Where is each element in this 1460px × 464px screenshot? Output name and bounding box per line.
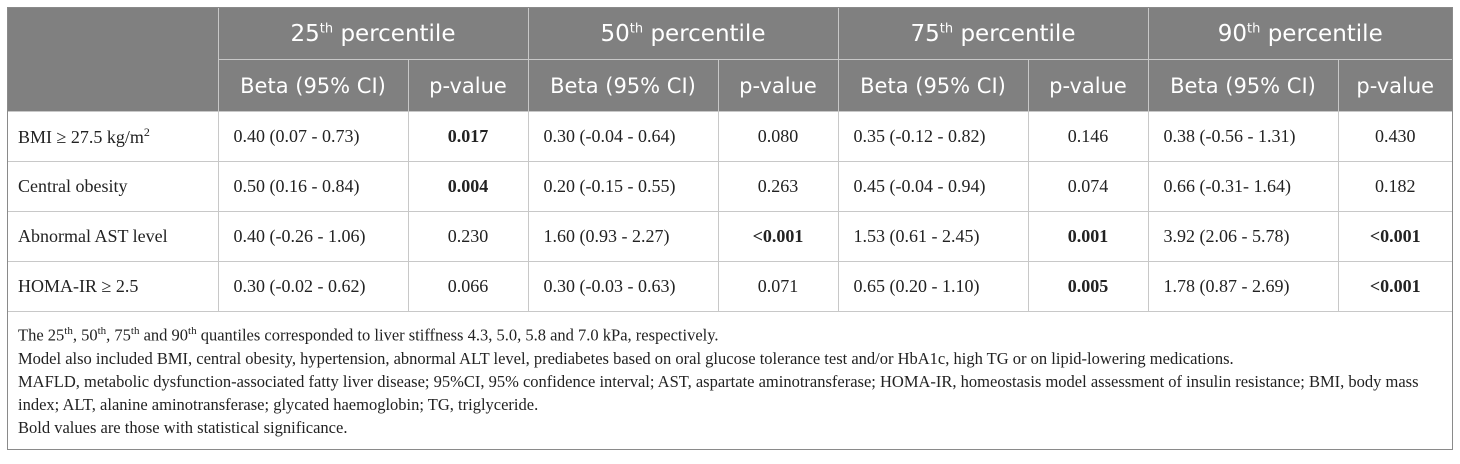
footnote-abbreviations: MAFLD, metabolic dysfunction-associated … <box>18 371 1419 414</box>
pvalue-cell: 0.017 <box>408 111 529 162</box>
header-empty-cell <box>8 8 219 112</box>
table-row: BMI ≥ 27.5 kg/m2 0.40 (0.07 - 0.73) 0.01… <box>8 111 1452 162</box>
beta-cell: 0.30 (-0.04 - 0.64) <box>528 111 719 162</box>
pvalue-cell: 0.430 <box>1338 111 1452 162</box>
pvalue-cell: 0.230 <box>408 211 529 262</box>
header-row-columns: Beta (95% CI) p-value Beta (95% CI) p-va… <box>8 59 1452 112</box>
beta-cell: 0.35 (-0.12 - 0.82) <box>838 111 1029 162</box>
header-row-percentiles: 25th percentile 50th percentile 75th per… <box>8 8 1452 112</box>
header-percentile-90: 90th percentile <box>1148 8 1452 60</box>
header-pvalue-25: p-value <box>408 59 529 112</box>
beta-cell: 3.92 (2.06 - 5.78) <box>1148 211 1339 262</box>
footnote-bold-values: Bold values are those with statistical s… <box>18 417 348 437</box>
row-label: Abnormal AST level <box>8 211 219 262</box>
beta-cell: 0.30 (-0.02 - 0.62) <box>218 261 409 312</box>
pvalue-cell: 0.005 <box>1028 261 1149 312</box>
beta-cell: 0.30 (-0.03 - 0.63) <box>528 261 719 312</box>
footnote-quantiles: The 25th, 50th, 75th and 90th quantiles … <box>18 325 719 345</box>
beta-cell: 0.66 (-0.31- 1.64) <box>1148 161 1339 212</box>
footnote-model: Model also included BMI, central obesity… <box>18 348 1234 368</box>
pvalue-cell: 0.182 <box>1338 161 1452 212</box>
header-pvalue-50: p-value <box>718 59 839 112</box>
beta-cell: 0.45 (-0.04 - 0.94) <box>838 161 1029 212</box>
beta-cell: 0.40 (-0.26 - 1.06) <box>218 211 409 262</box>
pvalue-cell: 0.263 <box>718 161 839 212</box>
table-row: Central obesity 0.50 (0.16 - 0.84) 0.004… <box>8 161 1452 212</box>
beta-cell: 0.50 (0.16 - 0.84) <box>218 161 409 212</box>
beta-cell: 0.40 (0.07 - 0.73) <box>218 111 409 162</box>
pvalue-cell: 0.004 <box>408 161 529 212</box>
beta-cell: 0.65 (0.20 - 1.10) <box>838 261 1029 312</box>
pvalue-cell: 0.066 <box>408 261 529 312</box>
table-row: Abnormal AST level 0.40 (-0.26 - 1.06) 0… <box>8 211 1452 262</box>
beta-cell: 0.20 (-0.15 - 0.55) <box>528 161 719 212</box>
header-beta-50: Beta (95% CI) <box>528 59 719 112</box>
table-row: HOMA-IR ≥ 2.5 0.30 (-0.02 - 0.62) 0.066 … <box>8 261 1452 312</box>
pvalue-cell: <0.001 <box>718 211 839 262</box>
beta-cell: 0.38 (-0.56 - 1.31) <box>1148 111 1339 162</box>
pvalue-cell: <0.001 <box>1338 211 1452 262</box>
header-beta-75: Beta (95% CI) <box>838 59 1029 112</box>
results-table-container: 25th percentile 50th percentile 75th per… <box>7 7 1453 450</box>
beta-cell: 1.53 (0.61 - 2.45) <box>838 211 1029 262</box>
pvalue-cell: 0.001 <box>1028 211 1149 262</box>
header-percentile-75: 75th percentile <box>838 8 1149 60</box>
header-percentile-50: 50th percentile <box>528 8 839 60</box>
pvalue-cell: 0.074 <box>1028 161 1149 212</box>
header-beta-25: Beta (95% CI) <box>218 59 409 112</box>
beta-cell: 1.60 (0.93 - 2.27) <box>528 211 719 262</box>
table-footnotes: The 25th, 50th, 75th and 90th quantiles … <box>8 312 1452 449</box>
quantile-regression-table: 25th percentile 50th percentile 75th per… <box>8 8 1452 312</box>
row-label: Central obesity <box>8 161 219 212</box>
pvalue-cell: 0.146 <box>1028 111 1149 162</box>
header-percentile-25: 25th percentile <box>218 8 529 60</box>
pvalue-cell: 0.071 <box>718 261 839 312</box>
row-label: HOMA-IR ≥ 2.5 <box>8 261 219 312</box>
pvalue-cell: 0.080 <box>718 111 839 162</box>
header-pvalue-90: p-value <box>1338 59 1452 112</box>
pvalue-cell: <0.001 <box>1338 261 1452 312</box>
row-label: BMI ≥ 27.5 kg/m2 <box>8 111 219 162</box>
beta-cell: 1.78 (0.87 - 2.69) <box>1148 261 1339 312</box>
header-beta-90: Beta (95% CI) <box>1148 59 1339 112</box>
header-pvalue-75: p-value <box>1028 59 1149 112</box>
